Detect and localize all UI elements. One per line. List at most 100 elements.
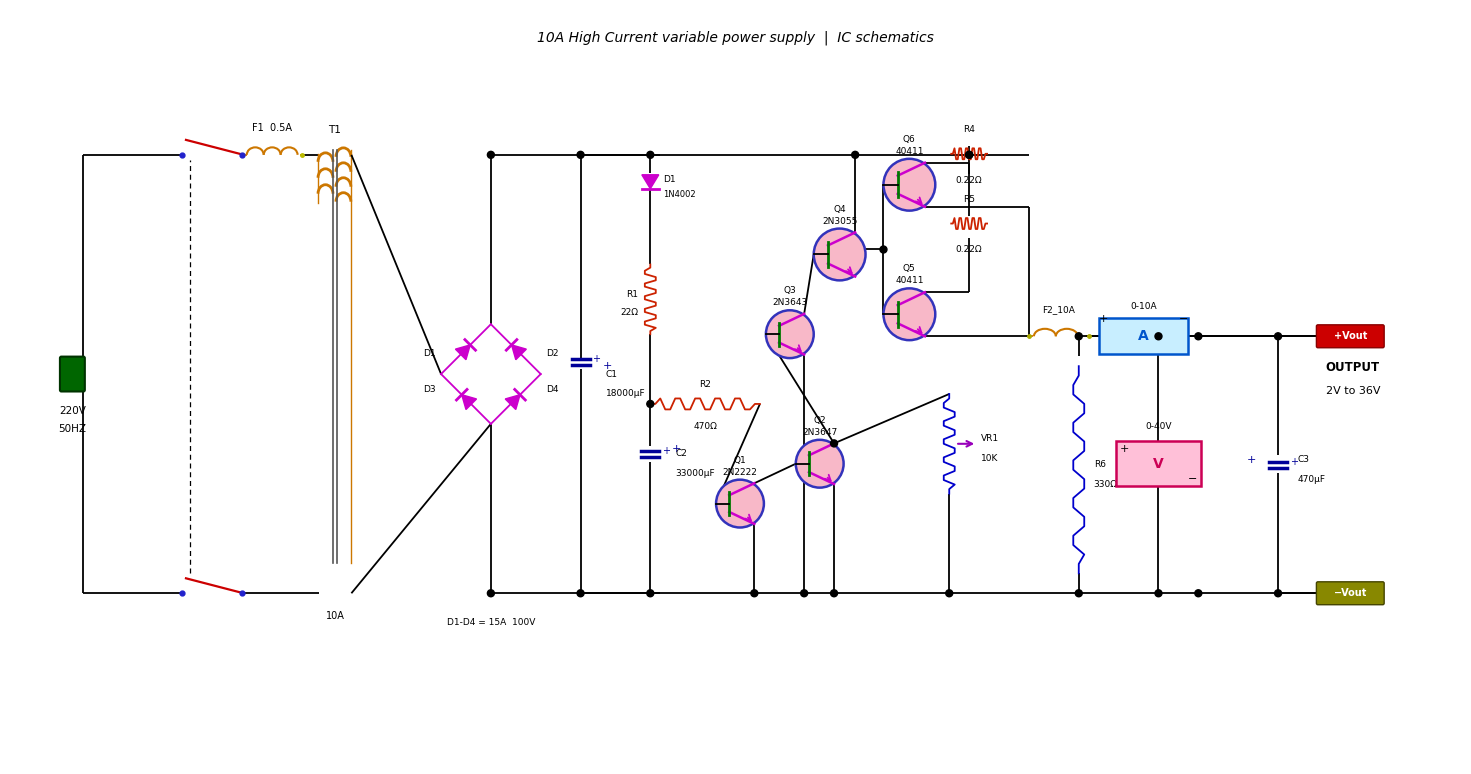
Text: 10A High Current variable power supply  |  IC schematics: 10A High Current variable power supply |… <box>537 30 934 45</box>
Text: +: + <box>662 446 671 456</box>
Polygon shape <box>505 395 521 409</box>
Text: Q2: Q2 <box>813 416 827 425</box>
Text: D1: D1 <box>422 349 435 358</box>
Text: 18000μF: 18000μF <box>606 389 646 399</box>
Text: 50HZ: 50HZ <box>59 424 87 434</box>
FancyBboxPatch shape <box>60 357 85 392</box>
Circle shape <box>1274 590 1281 597</box>
Text: T1: T1 <box>328 125 341 135</box>
Circle shape <box>1194 590 1202 597</box>
Circle shape <box>831 440 837 447</box>
Circle shape <box>965 152 972 159</box>
Text: 33000μF: 33000μF <box>675 469 715 478</box>
Circle shape <box>1155 590 1162 597</box>
Circle shape <box>647 590 653 597</box>
Text: +: + <box>1099 314 1108 324</box>
Text: C3: C3 <box>1297 455 1311 464</box>
Circle shape <box>946 590 953 597</box>
Circle shape <box>880 246 887 253</box>
Text: R4: R4 <box>964 125 975 134</box>
Text: −: − <box>1189 474 1197 484</box>
FancyBboxPatch shape <box>1099 318 1189 354</box>
Text: R5: R5 <box>964 194 975 204</box>
Circle shape <box>647 400 653 407</box>
Circle shape <box>577 152 584 159</box>
Text: 470Ω: 470Ω <box>693 422 716 431</box>
Text: 10K: 10K <box>981 454 999 464</box>
Text: −Vout: −Vout <box>1334 588 1367 598</box>
Circle shape <box>1075 590 1083 597</box>
Text: 0-40V: 0-40V <box>1146 423 1172 431</box>
Text: 0.22Ω: 0.22Ω <box>956 176 983 185</box>
Circle shape <box>831 590 837 597</box>
Text: +: + <box>1119 444 1128 454</box>
Text: Q5: Q5 <box>903 265 916 273</box>
Circle shape <box>1155 333 1162 340</box>
Text: 1N4002: 1N4002 <box>663 190 696 199</box>
Text: C1: C1 <box>606 369 618 378</box>
Text: 0.22Ω: 0.22Ω <box>956 245 983 255</box>
Circle shape <box>884 289 936 340</box>
Text: Q3: Q3 <box>784 286 796 296</box>
Circle shape <box>716 480 763 528</box>
Text: 0-10A: 0-10A <box>1130 303 1156 311</box>
Text: Q1: Q1 <box>734 456 746 464</box>
Text: 2N3647: 2N3647 <box>802 428 837 437</box>
Text: +: + <box>1247 455 1256 465</box>
Circle shape <box>487 152 494 159</box>
Text: R6: R6 <box>1094 461 1106 469</box>
Text: +: + <box>672 444 681 454</box>
Circle shape <box>852 152 859 159</box>
Text: 470μF: 470μF <box>1297 475 1325 485</box>
Text: Q6: Q6 <box>903 135 916 144</box>
Text: 40411: 40411 <box>896 276 924 286</box>
Circle shape <box>1194 333 1202 340</box>
Text: Q4: Q4 <box>833 204 846 214</box>
Circle shape <box>884 159 936 211</box>
Text: 2N3643: 2N3643 <box>772 298 808 307</box>
Text: R1: R1 <box>627 289 638 299</box>
Circle shape <box>750 590 758 597</box>
Text: F1  0.5A: F1 0.5A <box>252 123 291 133</box>
Circle shape <box>796 440 843 488</box>
Circle shape <box>577 590 584 597</box>
Text: A: A <box>1139 329 1149 344</box>
Circle shape <box>813 228 865 280</box>
Circle shape <box>1274 333 1281 340</box>
Text: +: + <box>1290 457 1297 467</box>
Circle shape <box>766 310 813 358</box>
Circle shape <box>965 152 972 159</box>
Circle shape <box>800 590 808 597</box>
Polygon shape <box>641 175 659 189</box>
Text: 2N2222: 2N2222 <box>722 467 758 477</box>
Text: D1-D4 = 15A  100V: D1-D4 = 15A 100V <box>447 618 535 627</box>
Text: 22Ω: 22Ω <box>621 308 638 317</box>
Text: 330Ω: 330Ω <box>1094 480 1118 489</box>
Text: D1: D1 <box>663 175 675 184</box>
Text: OUTPUT: OUTPUT <box>1325 361 1380 374</box>
Text: F2_10A: F2_10A <box>1043 306 1075 314</box>
Circle shape <box>647 152 653 159</box>
Text: C2: C2 <box>675 449 687 458</box>
Text: 2N3055: 2N3055 <box>822 217 858 225</box>
FancyBboxPatch shape <box>1317 582 1384 604</box>
Text: D4: D4 <box>546 385 559 394</box>
Text: +Vout: +Vout <box>1334 331 1367 341</box>
Text: V: V <box>1153 457 1164 471</box>
Text: R2: R2 <box>699 380 710 389</box>
Text: D3: D3 <box>422 385 435 394</box>
Text: 40411: 40411 <box>896 147 924 156</box>
FancyBboxPatch shape <box>1317 325 1384 348</box>
Text: D2: D2 <box>546 349 559 358</box>
Polygon shape <box>462 395 477 409</box>
Polygon shape <box>512 345 527 360</box>
Circle shape <box>1075 333 1083 340</box>
Text: +: + <box>603 361 612 371</box>
Text: VR1: VR1 <box>981 434 999 444</box>
Text: +: + <box>593 354 600 364</box>
Polygon shape <box>456 345 471 360</box>
Circle shape <box>487 590 494 597</box>
Text: 10A: 10A <box>325 611 344 622</box>
Text: −: − <box>1178 314 1189 324</box>
Text: 220V: 220V <box>59 406 85 416</box>
